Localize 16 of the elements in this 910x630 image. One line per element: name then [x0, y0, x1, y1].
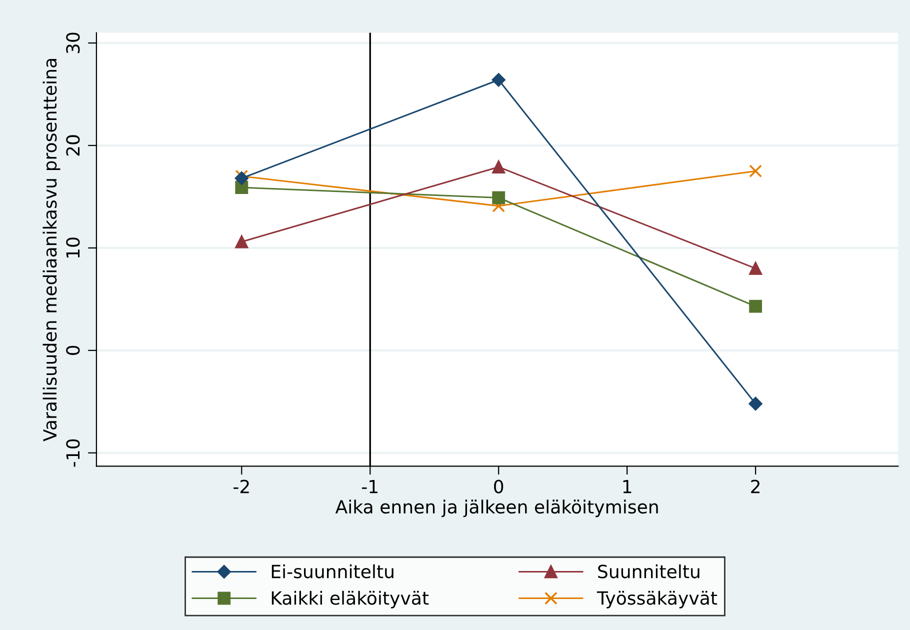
y-axis-title: Varallisuuden mediaanikasvu prosentteina [42, 59, 60, 442]
y-tick-label: 10 [66, 238, 80, 258]
x-tick-label: 1 [623, 480, 632, 494]
legend-label: Suunniteltu [598, 564, 700, 578]
x-tick-label: 0 [494, 480, 504, 494]
y-tick-label: 20 [66, 135, 80, 156]
y-tick-label: 30 [66, 32, 80, 54]
legend-label: Ei-suunniteltu [272, 564, 394, 578]
x-tick-label: -1 [362, 480, 378, 494]
y-tick-label: -10 [66, 439, 80, 467]
y-tick-label: 0 [66, 346, 80, 355]
legend-label: Työssäkäyvät [596, 590, 718, 608]
x-axis-title: Aika ennen ja jälkeen eläköitymisen [335, 500, 658, 518]
legend-label: Kaikki eläköityvät [272, 590, 429, 608]
x-tick-label: -2 [234, 480, 249, 494]
x-tick-label: 2 [751, 480, 760, 494]
